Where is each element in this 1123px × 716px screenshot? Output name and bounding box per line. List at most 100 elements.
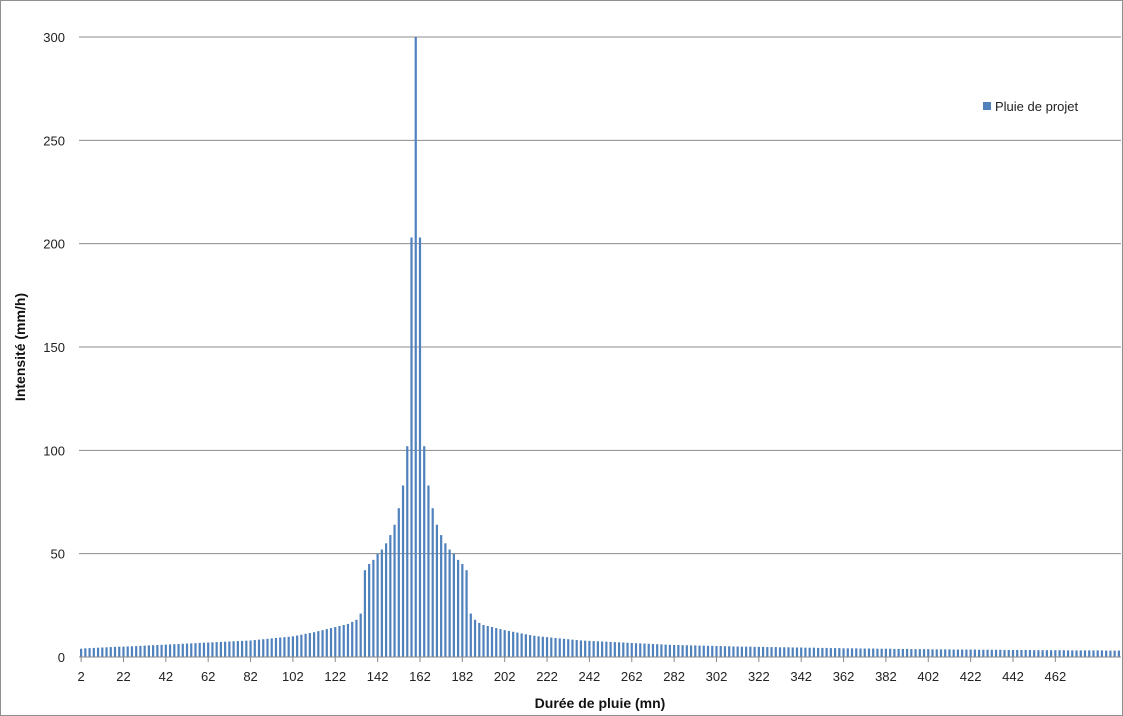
bar: [931, 649, 934, 657]
bar: [418, 237, 422, 657]
bar: [740, 646, 743, 657]
bar: [808, 647, 811, 657]
bar: [1041, 650, 1044, 657]
x-tick-label: 262: [621, 669, 643, 684]
bar: [969, 649, 972, 657]
bar: [745, 646, 748, 657]
bar: [448, 549, 451, 657]
y-tick-label: 100: [43, 443, 65, 458]
bar: [961, 649, 964, 657]
x-axis-title: Durée de pluie (mn): [535, 695, 666, 711]
bar: [711, 645, 714, 657]
bar: [855, 648, 858, 657]
bar: [401, 485, 405, 657]
bar: [1113, 650, 1116, 657]
bar: [143, 645, 146, 657]
bar: [749, 646, 752, 657]
bar: [359, 613, 362, 657]
bar: [778, 647, 782, 657]
legend-swatch: [983, 102, 991, 110]
x-tick-label: 322: [748, 669, 770, 684]
bar: [122, 646, 125, 657]
bar: [1075, 650, 1078, 657]
bar: [1079, 650, 1082, 657]
bar: [507, 630, 511, 657]
bar: [956, 649, 960, 657]
bar: [435, 524, 439, 657]
bar: [944, 649, 947, 657]
bar: [126, 646, 129, 657]
bar: [473, 619, 477, 657]
bar: [1117, 650, 1120, 657]
x-tick-label: 82: [243, 669, 257, 684]
bar: [1109, 650, 1112, 657]
bar: [291, 636, 295, 657]
bar: [990, 649, 993, 657]
bar: [270, 638, 273, 657]
bar: [982, 649, 985, 657]
bar: [1058, 650, 1061, 657]
bar: [545, 637, 549, 657]
y-tick-label: 300: [43, 30, 65, 45]
x-tick-label: 222: [536, 669, 558, 684]
bar: [846, 648, 849, 657]
bar: [1066, 650, 1070, 657]
bar: [736, 646, 739, 657]
bar: [901, 648, 904, 657]
bar: [240, 640, 244, 657]
bar: [825, 647, 828, 657]
bar: [795, 647, 799, 657]
bar: [499, 629, 502, 657]
bar: [274, 637, 278, 657]
bar: [469, 613, 472, 657]
bar: [1020, 649, 1023, 657]
bar: [719, 646, 722, 657]
x-tick-label: 302: [706, 669, 728, 684]
bar: [601, 641, 604, 657]
bar: [321, 630, 324, 657]
bar: [664, 644, 667, 657]
bar: [329, 628, 333, 657]
bar: [550, 637, 553, 657]
bar: [478, 622, 481, 657]
bar: [702, 645, 705, 657]
bar: [783, 647, 786, 657]
x-tick-labels: 2 22 42 62 82 102 122 142 162 182 202 222 242 262 282 3…: [78, 657, 1066, 684]
bar: [715, 646, 718, 657]
bar: [694, 645, 697, 657]
x-tick-label: 142: [367, 669, 389, 684]
x-tick-label: 122: [324, 669, 346, 684]
bar: [211, 642, 214, 657]
bar: [889, 648, 892, 657]
bar: [393, 524, 396, 657]
bar: [431, 508, 434, 657]
bar: [490, 627, 494, 657]
bar: [312, 632, 316, 657]
bar: [96, 647, 100, 657]
bar: [673, 645, 676, 657]
bar: [177, 643, 180, 657]
bar: [994, 649, 998, 657]
bar: [647, 643, 650, 657]
bar: [482, 624, 485, 657]
bar: [622, 642, 625, 657]
x-tick-label: 382: [875, 669, 897, 684]
bar: [634, 643, 638, 657]
y-tick-label: 200: [43, 237, 65, 252]
bar: [346, 623, 350, 657]
bar: [283, 637, 286, 657]
x-tick-label: 22: [116, 669, 130, 684]
bar: [850, 648, 854, 657]
bar: [342, 624, 345, 657]
bar: [397, 508, 400, 657]
x-tick-label: 362: [833, 669, 855, 684]
bar: [939, 649, 943, 657]
x-tick-label: 2: [78, 669, 85, 684]
bar: [164, 644, 167, 657]
bar: [80, 648, 83, 657]
bar: [1028, 649, 1032, 657]
bar: [207, 642, 210, 657]
x-tick-label: 342: [790, 669, 812, 684]
bar: [677, 645, 680, 657]
bar: [215, 642, 218, 657]
